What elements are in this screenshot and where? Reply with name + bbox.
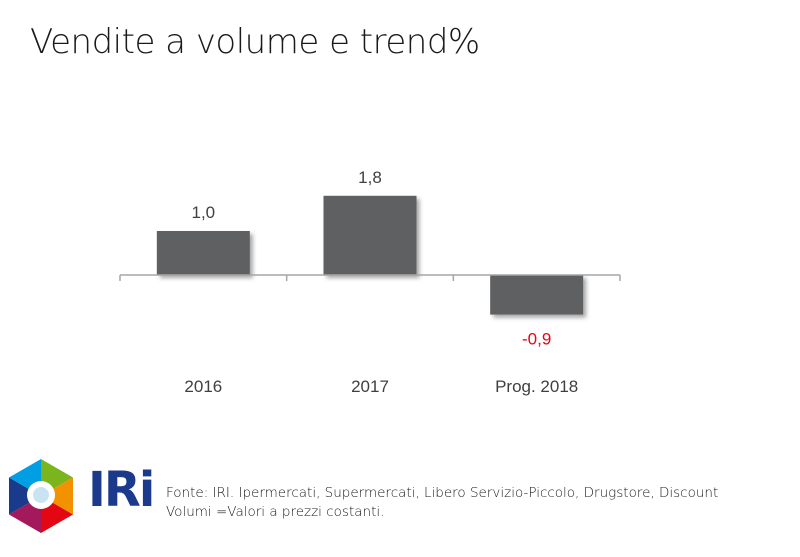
bar-value-label: 1,8 — [358, 168, 382, 187]
x-axis-category-label: Prog. 2018 — [495, 377, 578, 396]
bar-prog-2018 — [490, 275, 584, 315]
brand-wordmark: IRi — [88, 462, 155, 518]
bar-2017 — [323, 195, 417, 275]
source-note: Fonte: IRI. Ipermercati, Supermercati, L… — [166, 484, 718, 522]
bar-value-label: 1,0 — [192, 203, 216, 222]
iri-logo-icon — [9, 459, 73, 533]
x-axis-category-label: 2016 — [184, 377, 222, 396]
page-title: Vendite a volume e trend% — [30, 22, 480, 62]
bar-chart: 1,0 2016 1,8 2017 -0,9 Prog. 2018 — [119, 168, 621, 396]
bar-2016 — [156, 231, 250, 275]
source-line-1: Fonte: IRI. Ipermercati, Supermercati, L… — [166, 485, 719, 501]
source-line-2: Volumi =Valori a prezzi costanti. — [166, 504, 385, 520]
bar-value-label: -0,9 — [522, 330, 551, 349]
x-axis-category-label: 2017 — [351, 377, 389, 396]
